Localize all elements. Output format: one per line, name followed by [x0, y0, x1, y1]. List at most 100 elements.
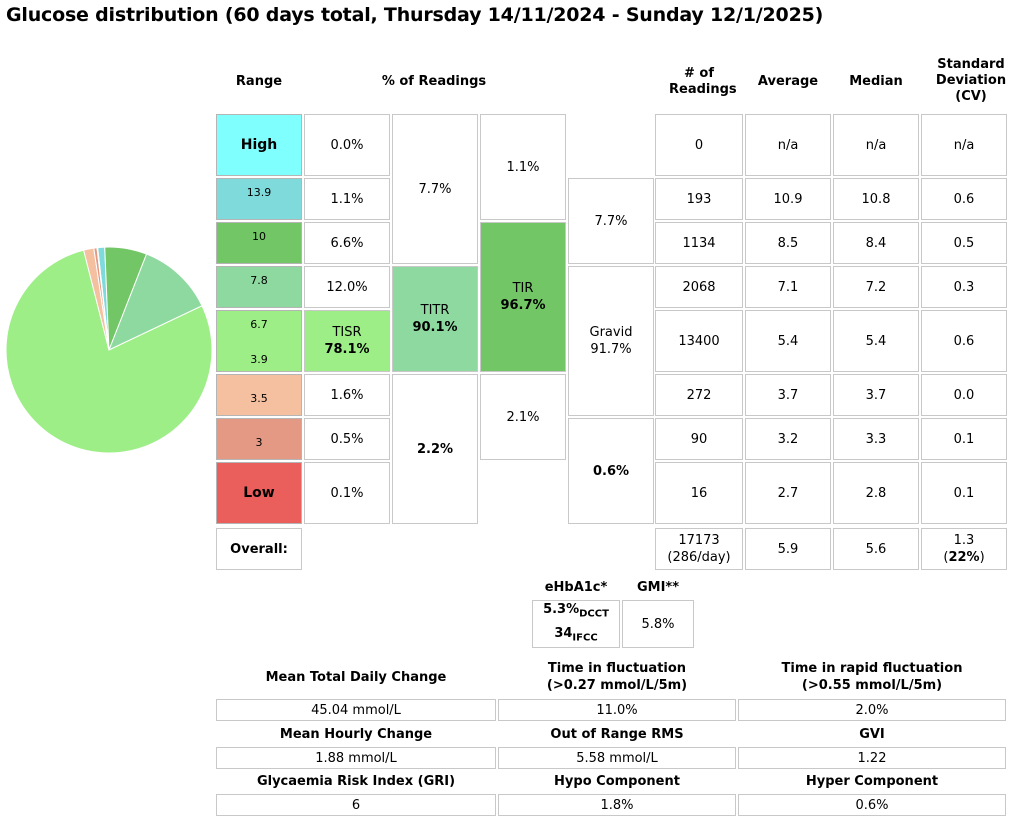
- pct-7-8: 12.0%: [304, 266, 390, 308]
- range-count-3: 2068: [655, 266, 743, 308]
- tisr-cell: TISR 78.1%: [304, 310, 390, 372]
- range-label-10: 10: [252, 230, 266, 243]
- tir-cell: TIR 96.7%: [480, 222, 566, 372]
- overall-label: Overall:: [216, 528, 302, 570]
- pct-high: 0.0%: [304, 114, 390, 176]
- range-cell-10: 10: [216, 222, 302, 264]
- range-cell-3-5: 3.5: [216, 374, 302, 416]
- header-range: Range: [235, 74, 283, 89]
- range-average-7: 2.7: [745, 462, 831, 524]
- range-average-1: 10.9: [745, 178, 831, 220]
- stat-label-sub: (>0.27 mmol/L/5m): [546, 678, 688, 693]
- range-average-4: 5.4: [745, 310, 831, 372]
- stat-label-text: Time in rapid fluctuation: [781, 661, 963, 676]
- tisr-value: 78.1%: [324, 342, 370, 357]
- pct-3: 0.5%: [304, 418, 390, 460]
- range-label-6-7: 6.7: [250, 318, 268, 331]
- range-median-0: n/a: [833, 114, 919, 176]
- stat-label-2-1: Hypo Component: [498, 771, 736, 791]
- range-label-3: 3: [255, 436, 263, 449]
- stat-label-0-1: Time in fluctuation (>0.27 mmol/L/5m): [498, 656, 736, 698]
- hba1c-ifcc: 34IFCC: [554, 624, 597, 648]
- range-count-6: 90: [655, 418, 743, 460]
- stat-label-2-2: Hyper Component: [738, 771, 1006, 791]
- range-label-13-9: 13.9: [246, 186, 272, 199]
- overall-cv: 22%: [948, 550, 980, 565]
- range-average-5: 3.7: [745, 374, 831, 416]
- range-average-3: 7.1: [745, 266, 831, 308]
- range-sd-6: 0.1: [921, 418, 1007, 460]
- range-label-3-9: 3.9: [250, 353, 268, 366]
- range-count-5: 272: [655, 374, 743, 416]
- overall-average: 5.9: [745, 528, 831, 570]
- stat-label-text: Hyper Component: [805, 773, 939, 789]
- overall-median: 5.6: [833, 528, 919, 570]
- hba1c-ifcc-value: 34: [554, 626, 573, 641]
- range-count-4: 13400: [655, 310, 743, 372]
- range-sd-5: 0.0: [921, 374, 1007, 416]
- below-titr: 2.2%: [392, 374, 478, 524]
- stat-value-1-2: 1.22: [738, 747, 1006, 769]
- above-tir: 1.1%: [480, 114, 566, 220]
- pie-slice-3: [5, 249, 213, 454]
- range-average-2: 8.5: [745, 222, 831, 264]
- header-average: Average: [757, 74, 819, 89]
- gravid-cell: Gravid 91.7%: [568, 266, 654, 416]
- overall-per-day: (286/day): [667, 550, 731, 565]
- stat-value-2-2: 0.6%: [738, 794, 1006, 816]
- range-cell-6-7-3-9: 6.7 3.9: [216, 310, 302, 372]
- overall-sd-cell: 1.3 (22%): [921, 528, 1007, 570]
- header-sd-line2: Deviation: [935, 73, 1007, 88]
- pct-low: 0.1%: [304, 462, 390, 524]
- range-label-3-5: 3.5: [250, 392, 268, 405]
- tir-value: 96.7%: [500, 298, 546, 313]
- range-cell-13-9: 13.9: [216, 178, 302, 220]
- range-count-0: 0: [655, 114, 743, 176]
- range-count-7: 16: [655, 462, 743, 524]
- range-median-4: 5.4: [833, 310, 919, 372]
- range-median-7: 2.8: [833, 462, 919, 524]
- pct-13-9: 1.1%: [304, 178, 390, 220]
- range-label-low: Low: [243, 484, 275, 501]
- stat-label-1-1: Out of Range RMS: [498, 724, 736, 744]
- range-median-5: 3.7: [833, 374, 919, 416]
- stat-label-0-2: Time in rapid fluctuation (>0.55 mmol/L/5…: [738, 656, 1006, 698]
- hba1c-dcct-value: 5.3%: [543, 602, 580, 618]
- stat-label-text: Mean Hourly Change: [279, 726, 433, 742]
- stat-label-2-0: Glycaemia Risk Index (GRI): [216, 771, 496, 791]
- stat-value-0-1: 11.0%: [498, 699, 736, 721]
- gravid-below: 0.6%: [568, 418, 654, 524]
- hba1c-dcct-unit: DCCT: [579, 609, 609, 620]
- stat-label-sub: (>0.55 mmol/L/5m): [801, 678, 943, 693]
- range-cell-low: Low: [216, 462, 302, 524]
- titr-label: TITR: [420, 303, 450, 318]
- range-sd-4: 0.6: [921, 310, 1007, 372]
- stat-label-text: Glycaemia Risk Index (GRI): [256, 773, 456, 789]
- range-median-1: 10.8: [833, 178, 919, 220]
- range-label-high: High: [240, 136, 278, 153]
- stat-label-1-0: Mean Hourly Change: [216, 724, 496, 744]
- header-num-text: # of Readings: [669, 66, 737, 97]
- range-cell-3: 3: [216, 418, 302, 460]
- range-sd-1: 0.6: [921, 178, 1007, 220]
- range-count-2: 1134: [655, 222, 743, 264]
- range-median-3: 7.2: [833, 266, 919, 308]
- stat-value-1-1: 5.58 mmol/L: [498, 747, 736, 769]
- stat-value-2-0: 6: [216, 794, 496, 816]
- range-sd-0: n/a: [921, 114, 1007, 176]
- range-average-6: 3.2: [745, 418, 831, 460]
- tisr-label: TISR: [332, 325, 362, 340]
- pct-10: 6.6%: [304, 222, 390, 264]
- header-median: Median: [849, 74, 903, 89]
- stat-label-1-2: GVI: [738, 724, 1006, 744]
- range-count-1: 193: [655, 178, 743, 220]
- gravid-above: 7.7%: [568, 178, 654, 264]
- hba1c-header: eHbA1c*: [544, 580, 608, 595]
- range-sd-3: 0.3: [921, 266, 1007, 308]
- range-average-0: n/a: [745, 114, 831, 176]
- header-pct: % of Readings: [381, 74, 487, 89]
- range-sd-2: 0.5: [921, 222, 1007, 264]
- stat-label-text: Mean Total Daily Change: [265, 669, 447, 685]
- titr-cell: TITR 90.1%: [392, 266, 478, 372]
- stat-label-text: Out of Range RMS: [550, 726, 684, 742]
